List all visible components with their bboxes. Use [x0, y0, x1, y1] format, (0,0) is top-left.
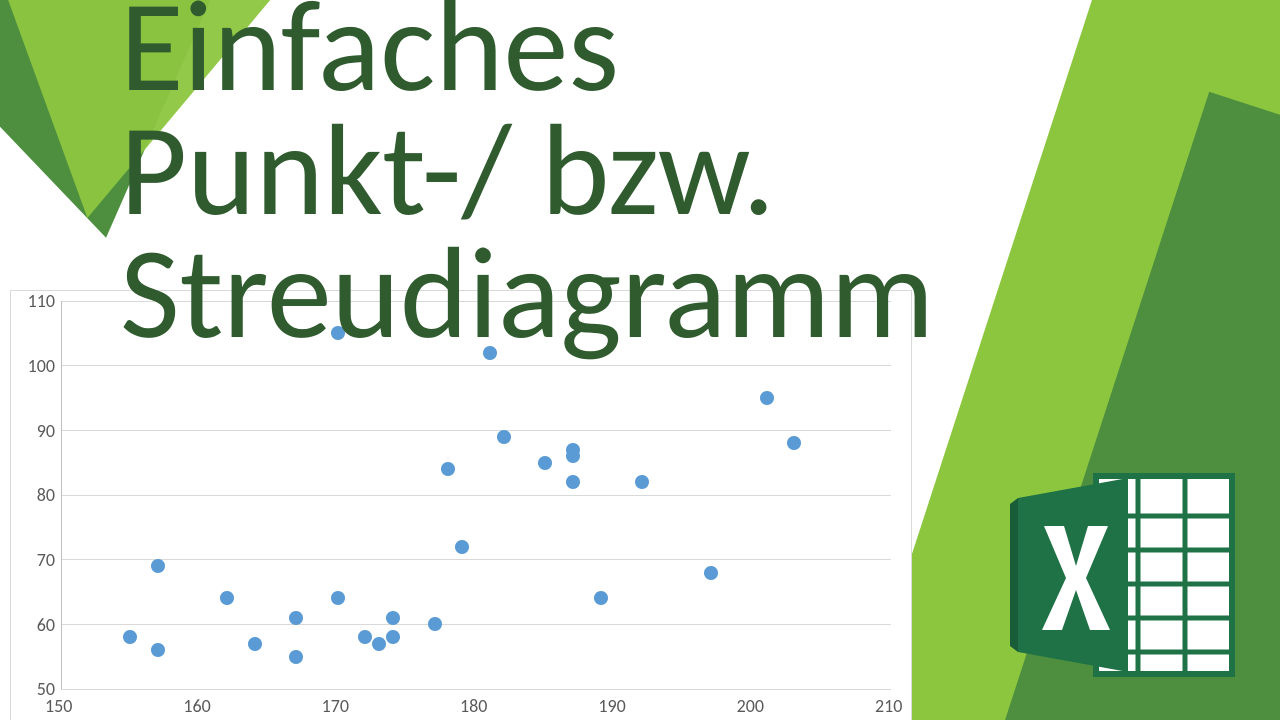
scatter-marker	[704, 566, 718, 580]
gridline-y	[61, 495, 891, 496]
scatter-marker	[331, 591, 345, 605]
y-tick-label: 70	[37, 549, 55, 571]
scatter-marker	[248, 637, 262, 651]
y-tick-label: 100	[28, 355, 55, 377]
scatter-marker	[289, 611, 303, 625]
gridline-y	[61, 624, 891, 625]
scatter-marker	[151, 559, 165, 573]
y-tick-label: 60	[37, 614, 55, 636]
gridline-y	[61, 430, 891, 431]
scatter-marker	[123, 630, 137, 644]
scatter-marker	[151, 643, 165, 657]
scatter-marker	[566, 475, 580, 489]
scatter-marker	[358, 630, 372, 644]
x-tick-label: 200	[737, 695, 764, 717]
y-tick-label: 80	[37, 484, 55, 506]
scatter-marker	[497, 430, 511, 444]
scatter-marker	[386, 630, 400, 644]
x-tick-label: 170	[322, 695, 349, 717]
y-tick-label: 110	[28, 290, 55, 312]
x-tick-label: 180	[460, 695, 487, 717]
x-tick-label: 210	[875, 695, 902, 717]
scatter-marker	[428, 617, 442, 631]
excel-icon	[1010, 470, 1240, 680]
slide-title: Einfaches Punkt-/ bzw. Streudiagramm	[120, 0, 934, 355]
x-tick-label: 190	[598, 695, 625, 717]
scatter-marker	[566, 443, 580, 457]
scatter-marker	[441, 462, 455, 476]
x-tick-label: 160	[183, 695, 210, 717]
scatter-marker	[787, 436, 801, 450]
y-tick-label: 90	[37, 420, 55, 442]
scatter-marker	[289, 650, 303, 664]
y-axis-line	[61, 301, 62, 689]
gridline-y	[61, 689, 891, 690]
scatter-marker	[760, 391, 774, 405]
scatter-marker	[386, 611, 400, 625]
scatter-marker	[538, 456, 552, 470]
scatter-marker	[220, 591, 234, 605]
x-tick-label: 150	[45, 695, 72, 717]
gridline-y	[61, 559, 891, 560]
scatter-marker	[372, 637, 386, 651]
scatter-marker	[635, 475, 649, 489]
scatter-marker	[455, 540, 469, 554]
scatter-marker	[594, 591, 608, 605]
